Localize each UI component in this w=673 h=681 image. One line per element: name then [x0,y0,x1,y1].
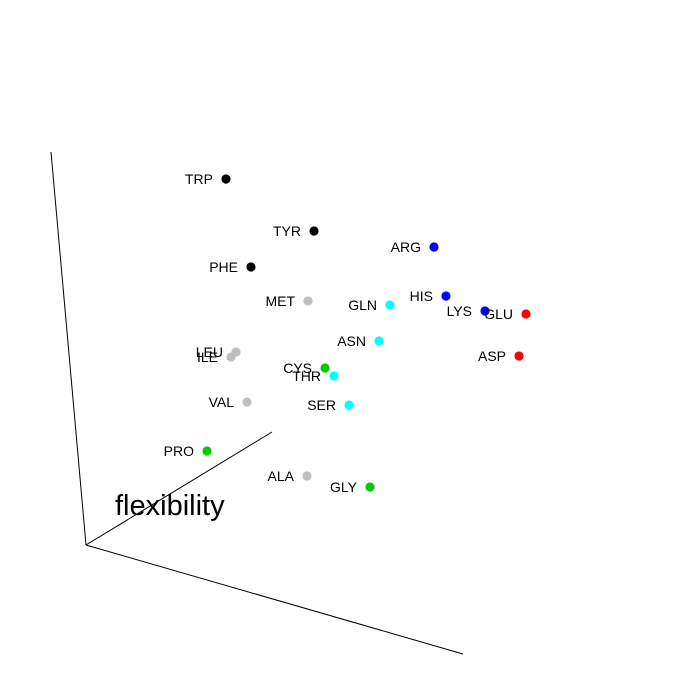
depth-axis [85,431,273,546]
data-point-gly [365,482,375,492]
data-point-tyr [309,226,319,236]
data-label-met: MET [265,293,295,309]
data-label-asn: ASN [337,333,366,349]
data-point-met [303,296,313,306]
data-label-val: VAL [209,394,235,410]
data-point-asn [374,336,384,346]
data-point-his [441,291,451,301]
data-label-ser: SER [307,397,336,413]
data-point-ala [302,471,312,481]
data-label-ala: ALA [268,468,295,484]
data-label-glu: GLU [484,306,513,322]
data-point-glu [521,309,531,319]
data-point-arg [429,242,439,252]
vertical-axis [50,151,87,546]
data-label-thr: THR [292,368,321,384]
data-point-trp [221,174,231,184]
data-label-pro: PRO [164,443,194,459]
data-point-ser [344,400,354,410]
axes [50,151,464,655]
data-label-lys: LYS [447,303,472,319]
data-point-phe [246,262,256,272]
data-point-lys [480,306,490,316]
axis-title: flexibility [115,490,225,522]
data-label-gly: GLY [330,479,358,495]
data-label-asp: ASP [478,348,506,364]
data-point-cys [320,363,330,373]
data-label-tyr: TYR [273,223,301,239]
data-label-leu: LEU [196,344,223,360]
data-points: TRP TYR PHE ARG HIS LYS GLU ASP GLN ASN THR SER MET L… [164,171,531,495]
data-label-gln: GLN [348,297,377,313]
data-point-gln [385,300,395,310]
data-label-phe: PHE [209,259,238,275]
data-label-trp: TRP [185,171,213,187]
data-label-cys: CYS [283,360,312,376]
data-point-thr [329,371,339,381]
data-label-ile: ILE [197,349,218,365]
data-point-asp [514,351,524,361]
horizontal-axis [85,544,464,655]
data-label-his: HIS [410,288,433,304]
data-point-pro [202,446,212,456]
data-point-ile [226,352,236,362]
data-label-arg: ARG [391,239,421,255]
data-point-val [242,397,252,407]
